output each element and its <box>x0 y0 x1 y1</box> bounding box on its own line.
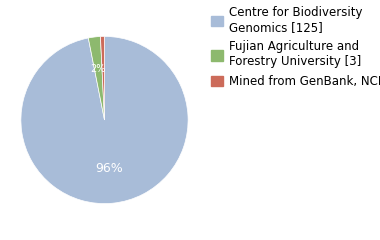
Legend: Centre for Biodiversity
Genomics [125], Fujian Agriculture and
Forestry Universi: Centre for Biodiversity Genomics [125], … <box>211 6 380 88</box>
Wedge shape <box>88 36 105 120</box>
Wedge shape <box>100 36 105 120</box>
Text: 2%: 2% <box>90 64 106 73</box>
Text: 96%: 96% <box>95 162 123 175</box>
Wedge shape <box>21 36 188 204</box>
